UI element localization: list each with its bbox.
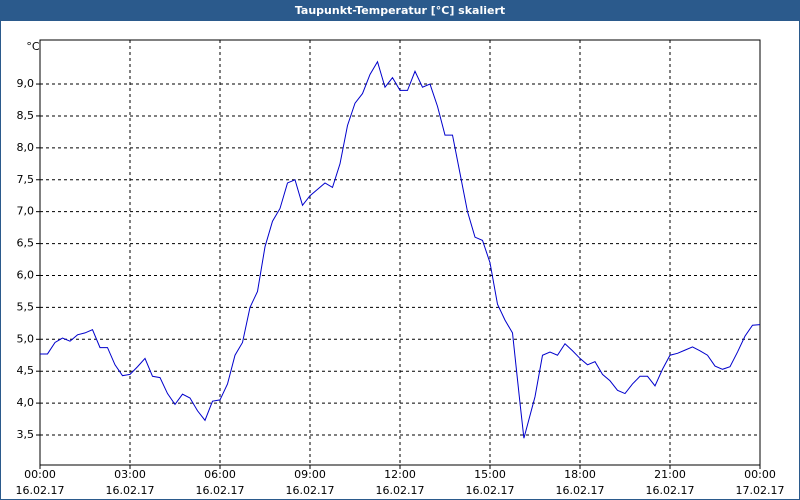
x-tick-date: 16.02.17 (556, 484, 605, 497)
x-tick-date: 16.02.17 (376, 484, 425, 497)
x-tick-date: 16.02.17 (646, 484, 695, 497)
y-tick-label: 6,0 (17, 268, 35, 281)
x-tick-label: 15:00 (474, 468, 506, 481)
x-tick-label: 21:00 (654, 468, 686, 481)
x-tick-label: 06:00 (204, 468, 236, 481)
title-bar (0, 0, 800, 21)
y-tick-label: 5,5 (17, 300, 35, 313)
x-tick-label: 09:00 (294, 468, 326, 481)
y-tick-label: 5,0 (17, 332, 35, 345)
y-tick-label: 7,0 (17, 205, 35, 218)
y-tick-label: 8,5 (17, 109, 35, 122)
y-tick-label: 8,0 (17, 141, 35, 154)
chart-title: Taupunkt-Temperatur [°C] skaliert (295, 4, 505, 17)
x-tick-date: 17.02.17 (736, 484, 785, 497)
x-tick-date: 16.02.17 (106, 484, 155, 497)
x-tick-label: 18:00 (564, 468, 596, 481)
x-tick-date: 16.02.17 (196, 484, 245, 497)
data-line (40, 60, 761, 439)
y-tick-label: 3,5 (17, 428, 35, 441)
x-tick-label: 12:00 (384, 468, 416, 481)
x-tick-label: 00:00 (744, 468, 776, 481)
y-tick-label: 7,5 (17, 173, 35, 186)
y-tick-label: 4,5 (17, 364, 35, 377)
y-tick-label: 6,5 (17, 237, 35, 250)
y-tick-label: 9,0 (17, 77, 35, 90)
x-tick-date: 16.02.17 (466, 484, 515, 497)
x-tick-date: 16.02.17 (286, 484, 335, 497)
x-tick-date: 16.02.17 (16, 484, 65, 497)
x-tick-label: 03:00 (114, 468, 146, 481)
y-unit: °C (26, 40, 40, 53)
x-tick-label: 00:00 (24, 468, 56, 481)
y-tick-label: 4,0 (17, 396, 35, 409)
